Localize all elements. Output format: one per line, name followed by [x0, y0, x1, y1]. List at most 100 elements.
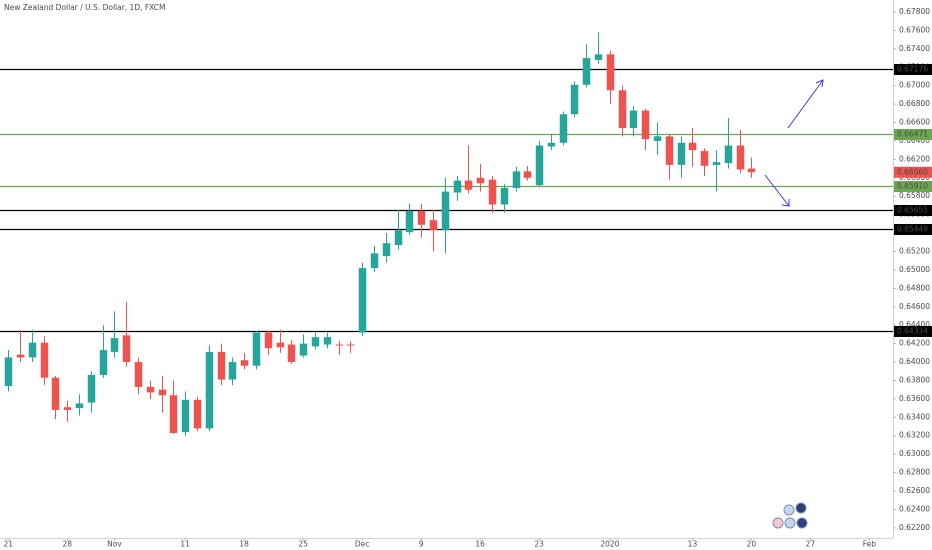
- candle-body: [158, 389, 167, 396]
- axes: 0.678000.676000.674000.672000.670000.668…: [3, 7, 932, 549]
- level-label-bg: [894, 181, 932, 192]
- candle-body: [523, 171, 532, 178]
- candle-body: [240, 360, 249, 366]
- candle-body: [4, 357, 13, 386]
- level-label-bg: [894, 205, 932, 216]
- candle-body: [618, 90, 627, 129]
- x-tick-label: 27: [806, 540, 816, 549]
- candle-body: [323, 337, 332, 345]
- candle-body: [582, 58, 591, 85]
- y-tick-label: 0.63000: [899, 449, 930, 458]
- level-label: 0.64334: [897, 327, 928, 336]
- y-tick-label: 0.66200: [899, 154, 930, 163]
- candle-body: [16, 354, 25, 358]
- candle-body: [358, 268, 367, 333]
- y-tick-label: 0.67000: [899, 81, 930, 90]
- x-tick-label: 23: [534, 540, 544, 549]
- candle-body: [264, 332, 273, 349]
- y-tick-label: 0.66600: [899, 118, 930, 127]
- candle-body: [370, 253, 379, 269]
- level-label: 0.65655: [897, 206, 928, 215]
- level-label: 0.65449: [897, 225, 928, 234]
- x-tick-label: 13: [688, 540, 698, 549]
- candle-body: [629, 110, 638, 129]
- candle-body: [724, 145, 733, 164]
- candle-body: [110, 338, 119, 352]
- candle-body: [747, 168, 756, 173]
- y-tick-label: 0.64400: [899, 320, 930, 329]
- candle-body: [677, 142, 686, 165]
- x-tick-label: 21: [3, 540, 13, 549]
- candle-body: [228, 362, 237, 380]
- candle-body: [122, 335, 131, 363]
- candle-body: [488, 179, 497, 205]
- level-label: 0.67176: [897, 65, 928, 74]
- level-label-bg: [894, 224, 932, 235]
- y-tick-label: 0.63400: [899, 412, 930, 421]
- candle-body: [299, 343, 308, 356]
- y-tick-label: 0.62600: [899, 486, 930, 495]
- y-tick-label: 0.65000: [899, 265, 930, 274]
- y-tick-label: 0.63200: [899, 431, 930, 440]
- y-tick-label: 0.66400: [899, 136, 930, 145]
- level-label: 0.66471: [897, 130, 928, 139]
- candle-body: [87, 374, 96, 403]
- icons: [772, 502, 808, 529]
- candle-body: [382, 243, 391, 257]
- arrow-up: [787, 79, 824, 129]
- candle-body: [276, 342, 285, 348]
- y-tick-label: 0.67600: [899, 25, 930, 34]
- x-tick-label: Nov: [107, 540, 122, 549]
- candle-body: [559, 114, 568, 143]
- x-tick-label: 28: [62, 540, 72, 549]
- y-tick-label: 0.64000: [899, 357, 930, 366]
- candle-body: [712, 162, 721, 165]
- y-tick-label: 0.66800: [899, 99, 930, 108]
- candle-body: [405, 210, 414, 233]
- x-tick-label: Dec: [355, 540, 370, 549]
- y-tick-label: 0.64200: [899, 339, 930, 348]
- x-tick-label: 16: [475, 540, 485, 549]
- candle-body: [700, 151, 709, 166]
- candle-body: [429, 220, 438, 231]
- x-tick-label: 9: [419, 540, 424, 549]
- candle-body: [75, 403, 84, 409]
- candle-body: [181, 399, 190, 433]
- candle-body: [641, 110, 650, 140]
- y-tick-label: 0.62800: [899, 468, 930, 477]
- y-tick-label: 0.65800: [899, 191, 930, 200]
- x-tick-label: 18: [239, 540, 249, 549]
- candle-body: [688, 142, 697, 151]
- arrow-down: [764, 174, 790, 207]
- candle-body: [453, 180, 462, 193]
- candle-body: [512, 171, 521, 188]
- y-tick-label: 0.62400: [899, 504, 930, 513]
- candle-body: [217, 351, 226, 380]
- x-tick-label: 20: [747, 540, 757, 549]
- candle-body: [63, 407, 72, 410]
- candle-body: [169, 395, 178, 433]
- x-tick-label: 11: [180, 540, 190, 549]
- candle-body: [51, 377, 60, 410]
- candle-body: [99, 350, 108, 375]
- y-tick-label: 0.67800: [899, 7, 930, 16]
- candle-body: [500, 187, 509, 205]
- y-tick-label: 0.65200: [899, 246, 930, 255]
- candles: [4, 32, 756, 436]
- candle-body: [417, 210, 426, 225]
- candle-body: [653, 136, 662, 141]
- candle-body: [441, 191, 450, 231]
- candle-body: [287, 344, 296, 363]
- y-tick-label: 0.64800: [899, 283, 930, 292]
- candle-body: [252, 332, 261, 366]
- level-label-bg: [894, 64, 932, 75]
- candle-body: [535, 145, 544, 186]
- candle-body: [134, 362, 143, 387]
- x-tick-label: 25: [298, 540, 308, 549]
- candle-body: [311, 337, 320, 347]
- level-label: 0.65910: [897, 182, 928, 191]
- y-tick-label: 0.62200: [899, 523, 930, 532]
- candle-body: [570, 84, 579, 115]
